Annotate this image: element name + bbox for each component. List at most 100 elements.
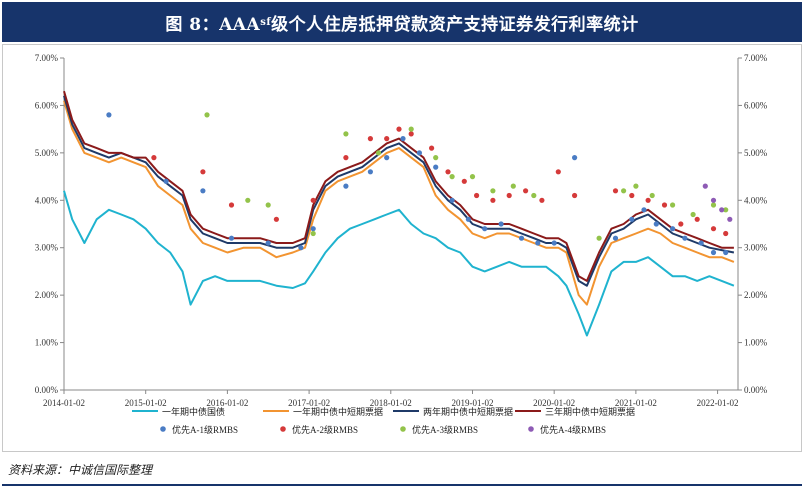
series-point-5 [572,192,578,199]
legend-label-2: 两年期中债中短期票据 [423,406,513,417]
figure-title-subscript: sf [260,16,272,28]
series-point-4 [400,136,406,142]
x-tick-label: 2021-01-02 [615,398,657,408]
bottom-rule [2,484,802,486]
series-point-4 [710,249,717,256]
series-point-5 [384,136,390,142]
series-point-5 [200,169,206,175]
series-point-6 [469,174,476,180]
series-point-5 [523,188,529,194]
series-point-5 [343,155,349,161]
series-point-6 [245,197,251,203]
series-point-4 [629,216,635,222]
rate-chart: 0.00% 0.00% 1.00% 1.00% 2.00% 2.00% 3.00% 3.00%… [35,53,768,435]
series-point-4 [200,188,206,194]
series-point-6 [510,183,516,189]
figure-title-prefix: 图 8：AAA [165,14,261,35]
series-point-5 [273,216,279,222]
series-point-5 [629,192,635,199]
y-tick-label-right: 4.00% [744,195,768,205]
series-point-6 [690,211,696,218]
series-point-4 [682,235,688,241]
series-point-5 [490,197,496,203]
series-point-4 [106,112,112,118]
series-point-4 [698,240,704,246]
series-point-4 [498,221,504,227]
figure-title-suffix: 级个人住房抵押贷款资产支持证券发行利率统计 [271,14,639,35]
series-point-4 [449,197,455,203]
legend-swatch-7 [528,426,534,432]
series-point-6 [343,131,349,137]
y-tick-label-right: 5.00% [744,148,768,158]
series-point-4 [265,240,271,246]
y-tick-label-left: 0.00% [35,385,59,395]
series-point-4 [518,235,525,241]
y-tick-label-left: 4.00% [35,195,59,205]
y-tick-label-left: 1.00% [35,338,59,348]
series-point-4 [641,207,647,213]
series-point-5 [539,197,545,203]
x-tick-label: 2018-01-02 [370,398,412,408]
series-point-4 [653,221,659,227]
y-tick-label-right: 1.00% [744,338,768,348]
series-point-5 [445,169,451,175]
series-point-7 [727,216,733,222]
series-point-5 [506,192,512,199]
series-point-6 [710,202,717,208]
series-point-4 [723,249,729,256]
series-point-5 [678,221,684,227]
series-point-4 [535,240,541,246]
y-tick-label-left: 3.00% [35,243,59,253]
series-line-3 [63,90,734,282]
series-point-7 [710,197,717,203]
series-point-4 [343,183,349,189]
series-point-7 [702,183,708,189]
legend-label-0: 一年期中债国债 [162,406,225,417]
series-point-5 [228,202,235,208]
series-point-4 [433,164,439,170]
series-point-6 [723,207,729,213]
series-point-6 [433,155,439,161]
series-point-6 [375,150,382,156]
legend-swatch-4 [160,426,166,432]
series-point-6 [633,183,639,189]
y-tick-label-right: 2.00% [744,290,768,300]
series-line-0 [63,190,735,337]
series-point-4 [228,235,235,241]
series-point-5 [151,155,157,161]
x-tick-label: 2022-01-02 [697,398,739,408]
series-point-5 [612,188,619,194]
x-tick-label: 2014-01-02 [43,398,85,408]
series-point-5 [661,202,668,208]
series-point-5 [367,136,373,142]
series-point-4 [572,155,578,161]
chart-axes: 0.00% 0.00% 1.00% 1.00% 2.00% 2.00% 3.00% 3.00%… [35,53,768,408]
series-point-6 [204,112,210,118]
series-point-6 [621,188,627,194]
series-line-1 [63,100,735,306]
chart-legend: 一年期中债国债 一年期中债中短期票据 两年期中债中短期票据 三年期中债中短期票据优先A… [132,406,635,435]
legend-swatch-5 [280,426,286,432]
legend-label-7: 优先A-4级RMBS [540,424,606,435]
legend-label-3: 三年期中债中短期票据 [545,406,635,417]
series-point-4 [384,155,390,161]
series-point-4 [612,235,619,241]
figure-title: 图 8：AAA sf 级个人住房抵押贷款资产支持证券发行利率统计 [2,2,802,42]
series-point-4 [163,178,169,184]
legend-label-4: 优先A-1级RMBS [172,424,238,435]
series-point-4 [310,226,316,232]
chart-frame [2,44,802,452]
series-line-2 [63,95,735,287]
series-point-4 [416,150,422,156]
series-point-4 [465,216,471,222]
series-point-5 [645,197,651,203]
series-point-5 [694,216,700,222]
series-point-6 [490,188,496,194]
x-tick-label: 2015-01-02 [125,398,167,408]
series-point-5 [310,197,316,203]
y-tick-label-left: 7.00% [35,53,59,63]
legend-swatch-6 [400,426,406,432]
series-point-6 [649,192,655,199]
y-tick-label-right: 0.00% [744,385,768,395]
y-tick-label-left: 6.00% [35,100,59,110]
